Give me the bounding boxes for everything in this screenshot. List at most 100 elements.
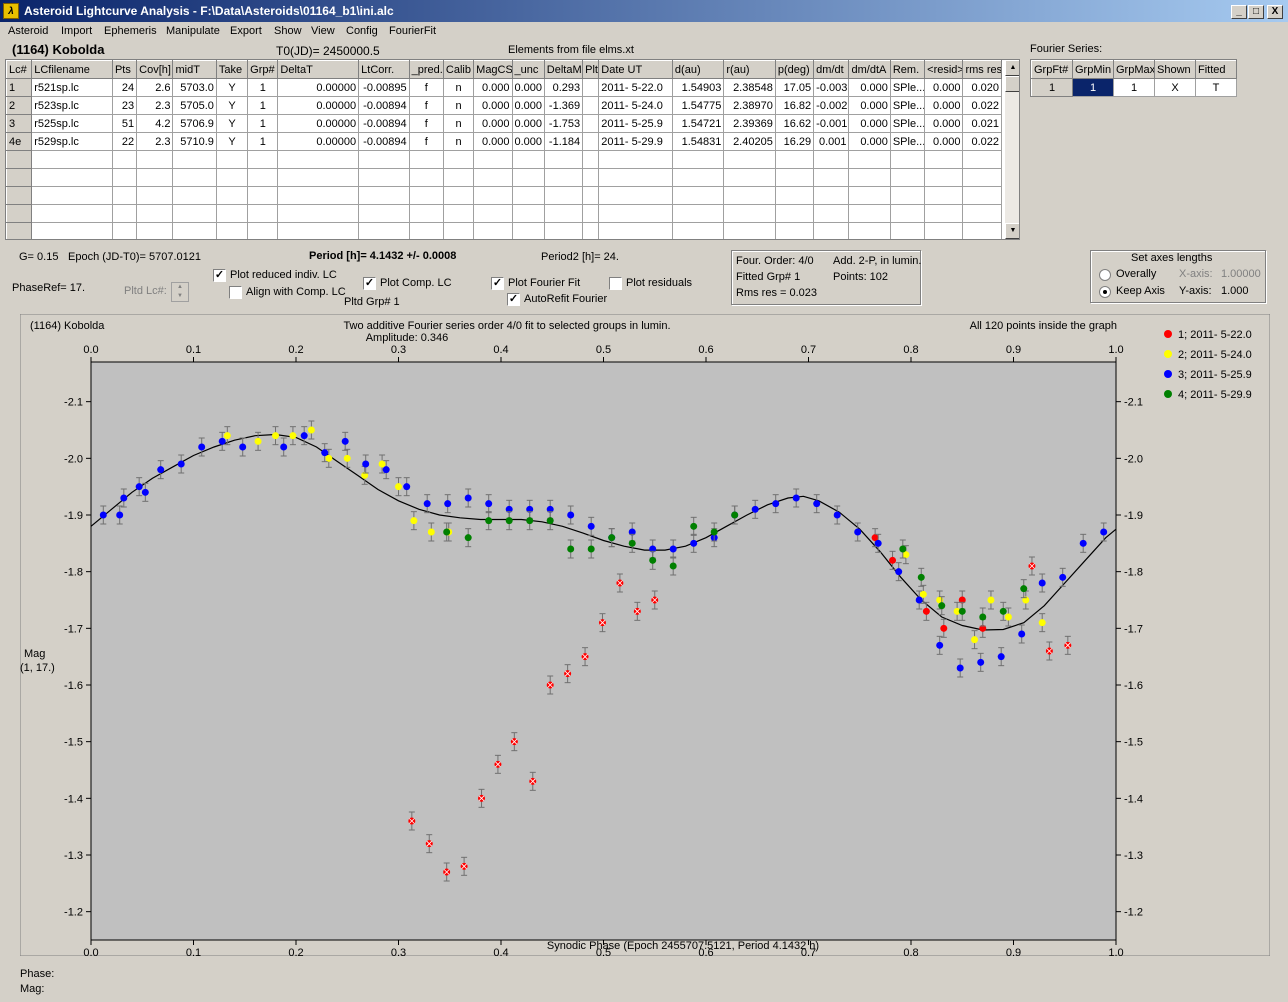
table-cell[interactable]	[247, 186, 279, 205]
data-point[interactable]	[546, 505, 554, 513]
table-cell[interactable]	[473, 204, 513, 223]
table-cell[interactable]: 0.000	[511, 96, 545, 115]
table-cell[interactable]: 2.3	[136, 96, 174, 115]
scroll-down-icon[interactable]: ▼	[1005, 223, 1019, 239]
table-cell[interactable]	[247, 150, 279, 169]
data-point[interactable]	[971, 636, 979, 644]
data-point[interactable]	[272, 432, 279, 440]
data-point[interactable]	[410, 517, 418, 525]
data-point[interactable]	[772, 500, 780, 508]
table-cell[interactable]	[671, 222, 725, 239]
row-header[interactable]	[6, 186, 33, 205]
table-row[interactable]: 1 r521sp.lc 24 2.6 5703.0 Y 1 0.00000 -0.00895 f n…	[6, 78, 1002, 97]
data-point[interactable]	[690, 539, 698, 547]
table-cell[interactable]	[813, 168, 850, 187]
table-cell[interactable]	[543, 204, 584, 223]
table-cell[interactable]	[442, 150, 475, 169]
data-point[interactable]	[505, 505, 513, 513]
fourier-col-header[interactable]: GrpFt#	[1031, 60, 1073, 79]
lc-col-header[interactable]: MagCS	[473, 60, 513, 79]
table-cell[interactable]	[247, 204, 279, 223]
table-cell[interactable]	[358, 168, 410, 187]
row-header[interactable]: 3	[6, 114, 33, 133]
table-cell[interactable]: -0.00894	[358, 132, 410, 151]
lc-col-header[interactable]: LtCorr.	[358, 60, 410, 79]
lc-col-header[interactable]: <resid>	[924, 60, 964, 79]
table-cell[interactable]	[889, 222, 926, 239]
spin-up-icon[interactable]: ▲	[177, 284, 183, 290]
data-point[interactable]	[979, 624, 987, 632]
table-cell[interactable]	[723, 150, 776, 169]
data-point[interactable]	[889, 556, 897, 564]
data-point[interactable]	[427, 528, 435, 536]
table-cell[interactable]	[774, 204, 815, 223]
table-cell[interactable]: -0.00895	[358, 78, 410, 97]
data-point[interactable]	[403, 483, 411, 491]
lc-col-header[interactable]: dm/dt	[813, 60, 850, 79]
data-point[interactable]	[649, 545, 657, 553]
table-cell[interactable]: -0.002	[813, 96, 850, 115]
menu-view[interactable]: View	[311, 25, 335, 37]
data-point[interactable]	[443, 528, 451, 536]
data-point[interactable]	[917, 573, 925, 581]
row-header[interactable]	[6, 204, 33, 223]
table-cell[interactable]	[31, 204, 113, 223]
data-point[interactable]	[977, 658, 985, 666]
table-cell[interactable]: 1	[247, 132, 279, 151]
row-header[interactable]: 2	[6, 96, 33, 115]
align-label[interactable]: Align with Comp. LC	[246, 286, 346, 298]
table-cell[interactable]	[848, 168, 891, 187]
data-point[interactable]	[587, 545, 595, 553]
plot-fourier-label[interactable]: Plot Fourier Fit	[508, 277, 581, 289]
table-cell[interactable]: 2011- 5-22.0	[598, 78, 673, 97]
table-cell[interactable]	[723, 186, 776, 205]
lc-col-header[interactable]: LCfilename	[31, 60, 113, 79]
table-cell[interactable]: 4.2	[136, 114, 174, 133]
plot-fourier-checkbox[interactable]: ✓	[491, 277, 504, 290]
data-point[interactable]	[792, 494, 800, 502]
table-cell[interactable]: n	[442, 96, 475, 115]
data-point[interactable]	[922, 607, 930, 615]
row-header[interactable]: 4e	[6, 132, 33, 151]
align-checkbox[interactable]	[229, 286, 242, 299]
data-point[interactable]	[99, 511, 107, 519]
data-point[interactable]	[1079, 539, 1087, 547]
data-point[interactable]	[997, 653, 1005, 661]
table-cell[interactable]: 1	[1113, 78, 1155, 97]
table-cell[interactable]	[598, 222, 673, 239]
table-cell[interactable]	[408, 222, 444, 239]
table-cell[interactable]	[136, 186, 174, 205]
table-cell[interactable]: 0.00000	[277, 96, 360, 115]
table-cell[interactable]: 2.38548	[723, 78, 776, 97]
table-cell[interactable]	[671, 168, 725, 187]
table-cell[interactable]: f	[408, 132, 444, 151]
lc-col-header[interactable]: DeltaT	[277, 60, 360, 79]
data-point[interactable]	[1022, 596, 1030, 604]
data-point[interactable]	[1038, 579, 1046, 587]
table-cell[interactable]: 0.001	[813, 132, 850, 151]
table-cell[interactable]: 2.39369	[723, 114, 776, 133]
table-cell[interactable]: 1.54721	[671, 114, 725, 133]
table-cell[interactable]: 1	[247, 96, 279, 115]
table-row[interactable]	[6, 222, 1002, 239]
data-point[interactable]	[116, 511, 124, 519]
table-cell[interactable]: 0.00000	[277, 114, 360, 133]
table-cell[interactable]	[924, 150, 964, 169]
table-cell[interactable]	[136, 150, 174, 169]
table-cell[interactable]: Y	[215, 132, 249, 151]
fourier-col-header[interactable]: GrpMax	[1113, 60, 1155, 79]
table-cell[interactable]: 0.000	[511, 132, 545, 151]
table-row[interactable]	[6, 150, 1002, 169]
row-header[interactable]	[6, 150, 33, 169]
table-cell[interactable]: 1	[1031, 78, 1073, 97]
table-cell[interactable]: 22	[111, 132, 138, 151]
table-cell[interactable]: SPle...	[889, 114, 926, 133]
table-cell[interactable]: Y	[215, 114, 249, 133]
table-cell[interactable]: 23	[111, 96, 138, 115]
table-cell[interactable]	[111, 186, 138, 205]
table-cell[interactable]	[408, 186, 444, 205]
table-cell[interactable]: T	[1195, 78, 1237, 97]
data-point[interactable]	[854, 528, 862, 536]
data-point[interactable]	[956, 664, 964, 672]
table-cell[interactable]	[511, 150, 545, 169]
